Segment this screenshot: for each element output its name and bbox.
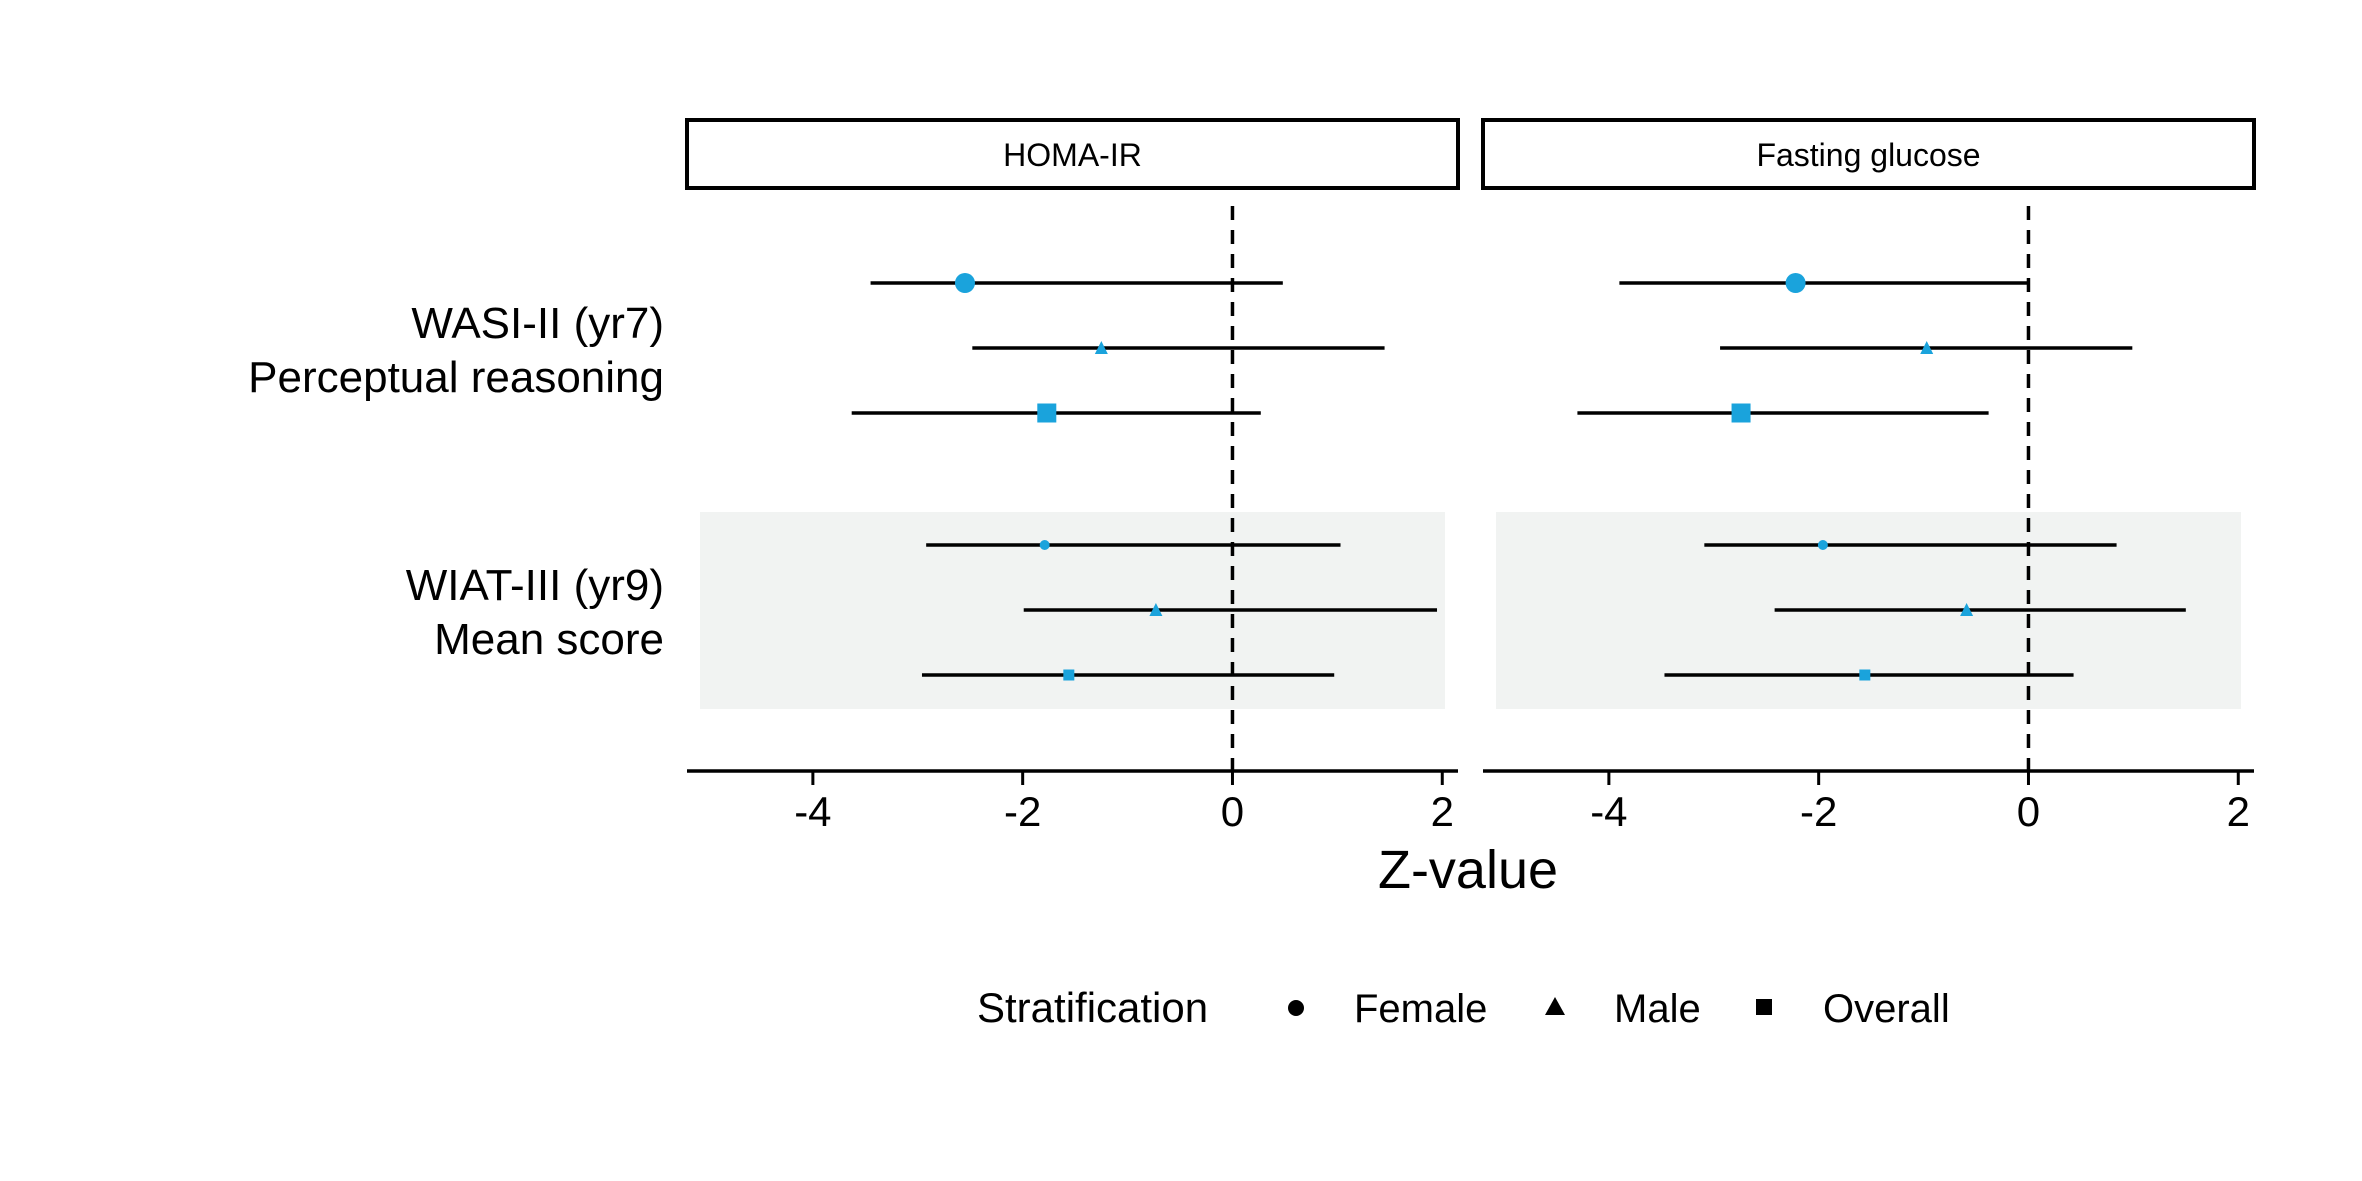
facet-title: HOMA-IR <box>1003 137 1142 173</box>
point-overall <box>1037 403 1057 423</box>
point-female <box>1039 540 1050 550</box>
point-male <box>1149 603 1163 616</box>
point-male <box>1094 341 1108 354</box>
x-tick-label: -4 <box>1590 788 1627 835</box>
facet-title: Fasting glucose <box>1756 137 1980 173</box>
facet-strip <box>1481 118 2256 190</box>
point-female <box>1785 273 1806 293</box>
x-tick-label: 2 <box>1431 788 1454 835</box>
group-label-line1: WIAT-III (yr9) <box>406 561 664 610</box>
panel-0: HOMA-IR -4 -2 0 2 <box>685 118 1460 835</box>
point-male <box>1960 603 1974 616</box>
legend-key-overall <box>1756 999 1772 1015</box>
group-label-line2: Mean score <box>434 615 664 664</box>
group-label-line2: Perceptual reasoning <box>248 353 664 402</box>
x-tick-label: 0 <box>1221 788 1244 835</box>
legend-key-female <box>1288 1000 1304 1016</box>
legend-label-male: Male <box>1614 987 1701 1031</box>
facet-strip <box>685 118 1460 190</box>
x-tick-label: -2 <box>1800 788 1837 835</box>
point-female <box>954 273 975 293</box>
x-tick-label: -2 <box>1004 788 1041 835</box>
point-female <box>1817 540 1828 550</box>
legend-title: Stratification <box>977 984 1208 1031</box>
point-overall <box>1859 669 1871 681</box>
x-tick-label: 2 <box>2227 788 2250 835</box>
group-label-line1: WASI-II (yr7) <box>411 299 664 348</box>
legend-label-female: Female <box>1354 987 1487 1031</box>
point-overall <box>1063 669 1075 681</box>
x-tick-label: -4 <box>794 788 831 835</box>
point-overall <box>1731 403 1751 423</box>
legend: Stratification Female Male Overall <box>977 984 1950 1031</box>
legend-label-overall: Overall <box>1823 987 1950 1031</box>
panel-1: Fasting glucose -4 -2 0 2 <box>1481 118 2256 835</box>
x-tick-label: 0 <box>2017 788 2040 835</box>
point-male <box>1920 341 1934 354</box>
x-axis-title: Z-value <box>1378 840 1558 900</box>
legend-key-male <box>1545 997 1565 1015</box>
